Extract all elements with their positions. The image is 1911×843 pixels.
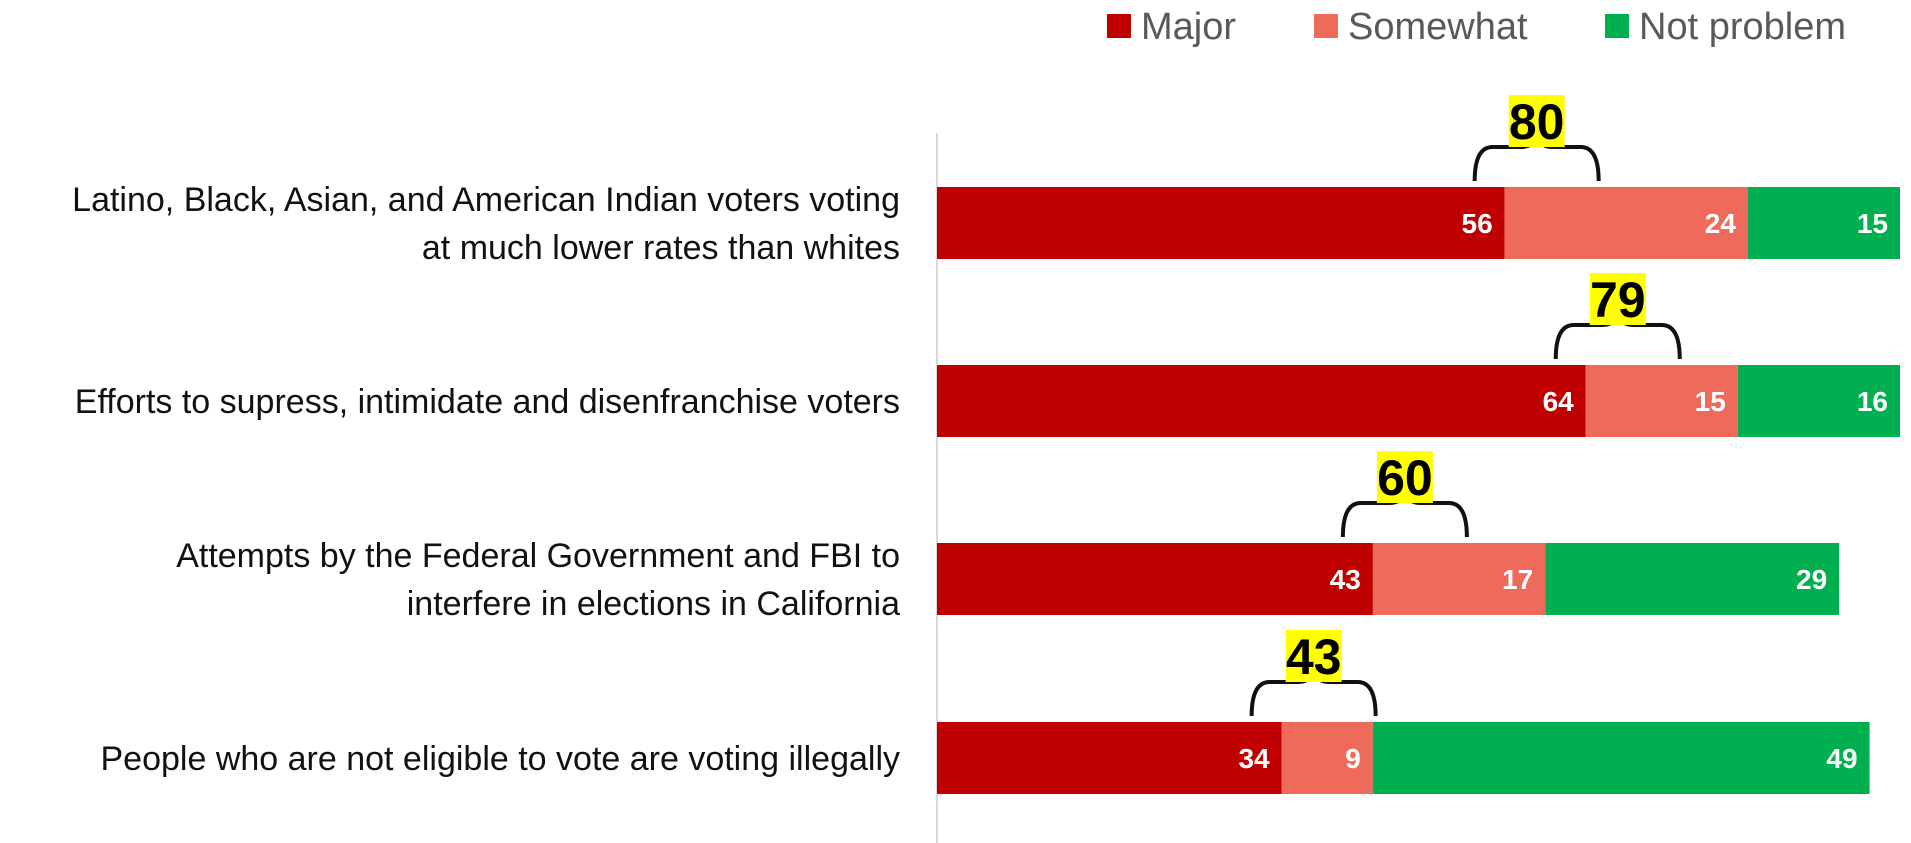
data-label: 43 xyxy=(1330,564,1361,595)
bar-segment-somewhat xyxy=(1281,722,1373,794)
category-label: at much lower rates than whites xyxy=(422,229,900,267)
legend-swatch-major xyxy=(1107,14,1131,38)
data-label: 34 xyxy=(1238,743,1270,774)
data-label: 17 xyxy=(1502,564,1533,595)
total-highlight xyxy=(1589,273,1646,325)
legend-label: Not problem xyxy=(1639,6,1846,48)
data-label: 9 xyxy=(1345,743,1361,774)
data-label: 24 xyxy=(1705,208,1737,239)
legend-label: Major xyxy=(1141,6,1236,48)
bar-segment-somewhat xyxy=(1372,543,1546,615)
total-label: 80 xyxy=(1509,94,1565,150)
data-label: 15 xyxy=(1857,208,1888,239)
category-label: Attempts by the Federal Government and F… xyxy=(176,537,900,575)
bar-segment-major xyxy=(937,543,1373,615)
bar-segment-not-problem xyxy=(1545,543,1840,615)
category-label: interfere in elections in California xyxy=(407,585,900,623)
data-label: 16 xyxy=(1857,386,1888,417)
total-label: 43 xyxy=(1286,629,1342,685)
total-label: 60 xyxy=(1377,450,1433,506)
bar-segment-major xyxy=(937,722,1282,794)
bar-segment-major xyxy=(937,365,1586,437)
total-highlight xyxy=(1285,630,1342,682)
bar-segment-somewhat xyxy=(1504,187,1748,259)
bar-segment-major xyxy=(937,187,1505,259)
legend-swatch-not-problem xyxy=(1605,14,1629,38)
category-label: Efforts to supress, intimidate and disen… xyxy=(75,383,900,421)
bar-segment-not-problem xyxy=(1372,722,1870,794)
bar-segment-not-problem xyxy=(1737,365,1900,437)
data-label: 56 xyxy=(1462,208,1493,239)
data-label: 49 xyxy=(1826,743,1857,774)
legend-swatch-somewhat xyxy=(1314,14,1338,38)
data-label: 64 xyxy=(1543,386,1575,417)
category-label: People who are not eligible to vote are … xyxy=(101,740,901,778)
data-label: 29 xyxy=(1796,564,1827,595)
bar-segment-not-problem xyxy=(1747,187,1900,259)
legend-label: Somewhat xyxy=(1348,6,1528,48)
total-label: 79 xyxy=(1590,272,1646,328)
category-label: Latino, Black, Asian, and American India… xyxy=(72,181,900,219)
total-highlight xyxy=(1508,95,1565,147)
total-highlight xyxy=(1376,451,1433,503)
data-label: 15 xyxy=(1695,386,1726,417)
bar-segment-somewhat xyxy=(1585,365,1738,437)
